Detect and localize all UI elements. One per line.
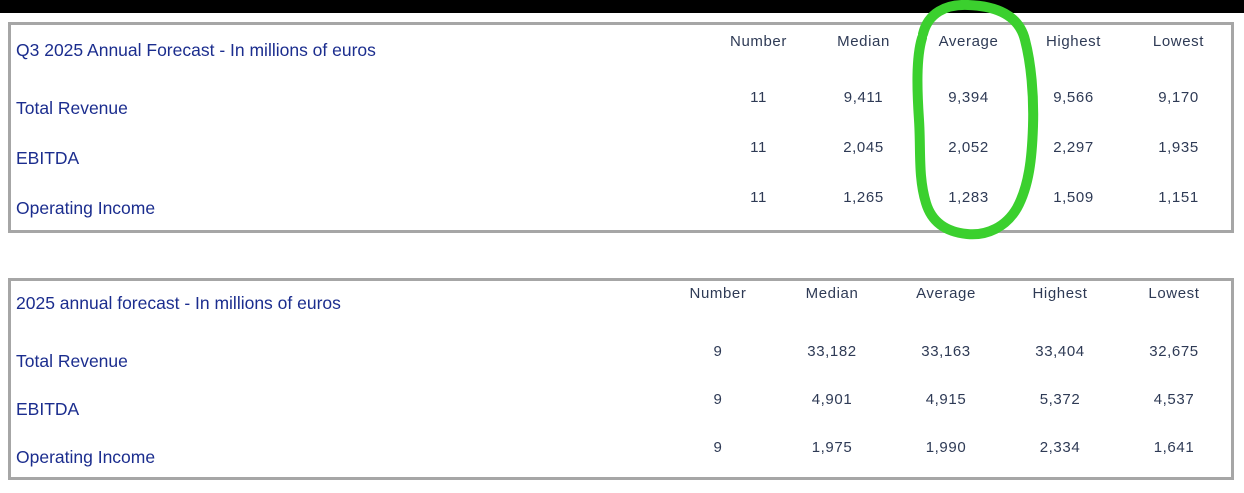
table-header-row: Q3 2025 Annual Forecast - In millions of…	[11, 25, 1231, 81]
table-title: 2025 annual forecast - In millions of eu…	[16, 293, 341, 313]
column-header-median: Median	[837, 33, 890, 50]
table-row-operating-income: Operating Income 11 1,265 1,283 1,509 1,…	[11, 181, 1231, 231]
cell-average: 1,990	[925, 439, 967, 456]
cell-average: 2,052	[948, 139, 989, 156]
cell-highest: 2,334	[1039, 439, 1081, 456]
column-header-average: Average	[938, 33, 999, 50]
cell-number: 11	[750, 189, 767, 206]
cell-median: 1,975	[811, 439, 853, 456]
table-header-row: 2025 annual forecast - In millions of eu…	[11, 281, 1231, 335]
column-header-median: Median	[805, 285, 859, 302]
cell-lowest: 1,641	[1153, 439, 1195, 456]
column-header-highest: Highest	[1045, 33, 1102, 50]
cell-number: 9	[713, 343, 723, 360]
row-label: Operating Income	[16, 198, 156, 218]
annual-2025-forecast-table: 2025 annual forecast - In millions of eu…	[8, 278, 1234, 480]
table-title: Q3 2025 Annual Forecast - In millions of…	[16, 40, 376, 60]
table-row-ebitda: EBITDA 11 2,045 2,052 2,297 1,935	[11, 131, 1231, 181]
column-header-lowest: Lowest	[1148, 285, 1200, 302]
table-row-total-revenue: Total Revenue 9 33,182 33,163 33,404 32,…	[11, 335, 1231, 383]
cell-lowest: 32,675	[1149, 343, 1199, 360]
cell-average: 9,394	[948, 89, 989, 106]
cell-median: 4,901	[811, 391, 853, 408]
table-row-ebitda: EBITDA 9 4,901 4,915 5,372 4,537	[11, 383, 1231, 431]
column-header-number: Number	[730, 33, 787, 50]
row-label: Total Revenue	[16, 351, 128, 371]
cell-lowest: 4,537	[1153, 391, 1195, 408]
column-header-lowest: Lowest	[1152, 33, 1205, 50]
cell-lowest: 1,935	[1158, 139, 1199, 156]
table-row-total-revenue: Total Revenue 11 9,411 9,394 9,566 9,170	[11, 81, 1231, 131]
cell-average: 1,283	[948, 189, 989, 206]
row-label: EBITDA	[16, 148, 80, 168]
cell-number: 9	[713, 439, 723, 456]
cell-highest: 1,509	[1053, 189, 1094, 206]
cell-lowest: 1,151	[1158, 189, 1199, 206]
cell-average: 33,163	[921, 343, 971, 360]
row-label: EBITDA	[16, 399, 80, 419]
cell-number: 11	[750, 139, 767, 156]
table-row-operating-income: Operating Income 9 1,975 1,990 2,334 1,6…	[11, 431, 1231, 479]
cell-number: 11	[750, 89, 767, 106]
column-header-number: Number	[689, 285, 747, 302]
q3-2025-forecast-table: Q3 2025 Annual Forecast - In millions of…	[8, 22, 1234, 233]
cell-highest: 2,297	[1053, 139, 1094, 156]
column-header-highest: Highest	[1032, 285, 1088, 302]
cell-median: 33,182	[807, 343, 857, 360]
cell-median: 2,045	[843, 139, 884, 156]
row-label: Total Revenue	[16, 98, 128, 118]
row-label: Operating Income	[16, 447, 156, 467]
cell-highest: 9,566	[1053, 89, 1094, 106]
cell-average: 4,915	[925, 391, 967, 408]
top-black-bar	[0, 0, 1244, 13]
cell-number: 9	[713, 391, 723, 408]
cell-median: 1,265	[843, 189, 884, 206]
cell-median: 9,411	[843, 89, 884, 106]
cell-highest: 5,372	[1039, 391, 1081, 408]
column-header-average: Average	[916, 285, 976, 302]
cell-highest: 33,404	[1035, 343, 1085, 360]
cell-lowest: 9,170	[1158, 89, 1199, 106]
